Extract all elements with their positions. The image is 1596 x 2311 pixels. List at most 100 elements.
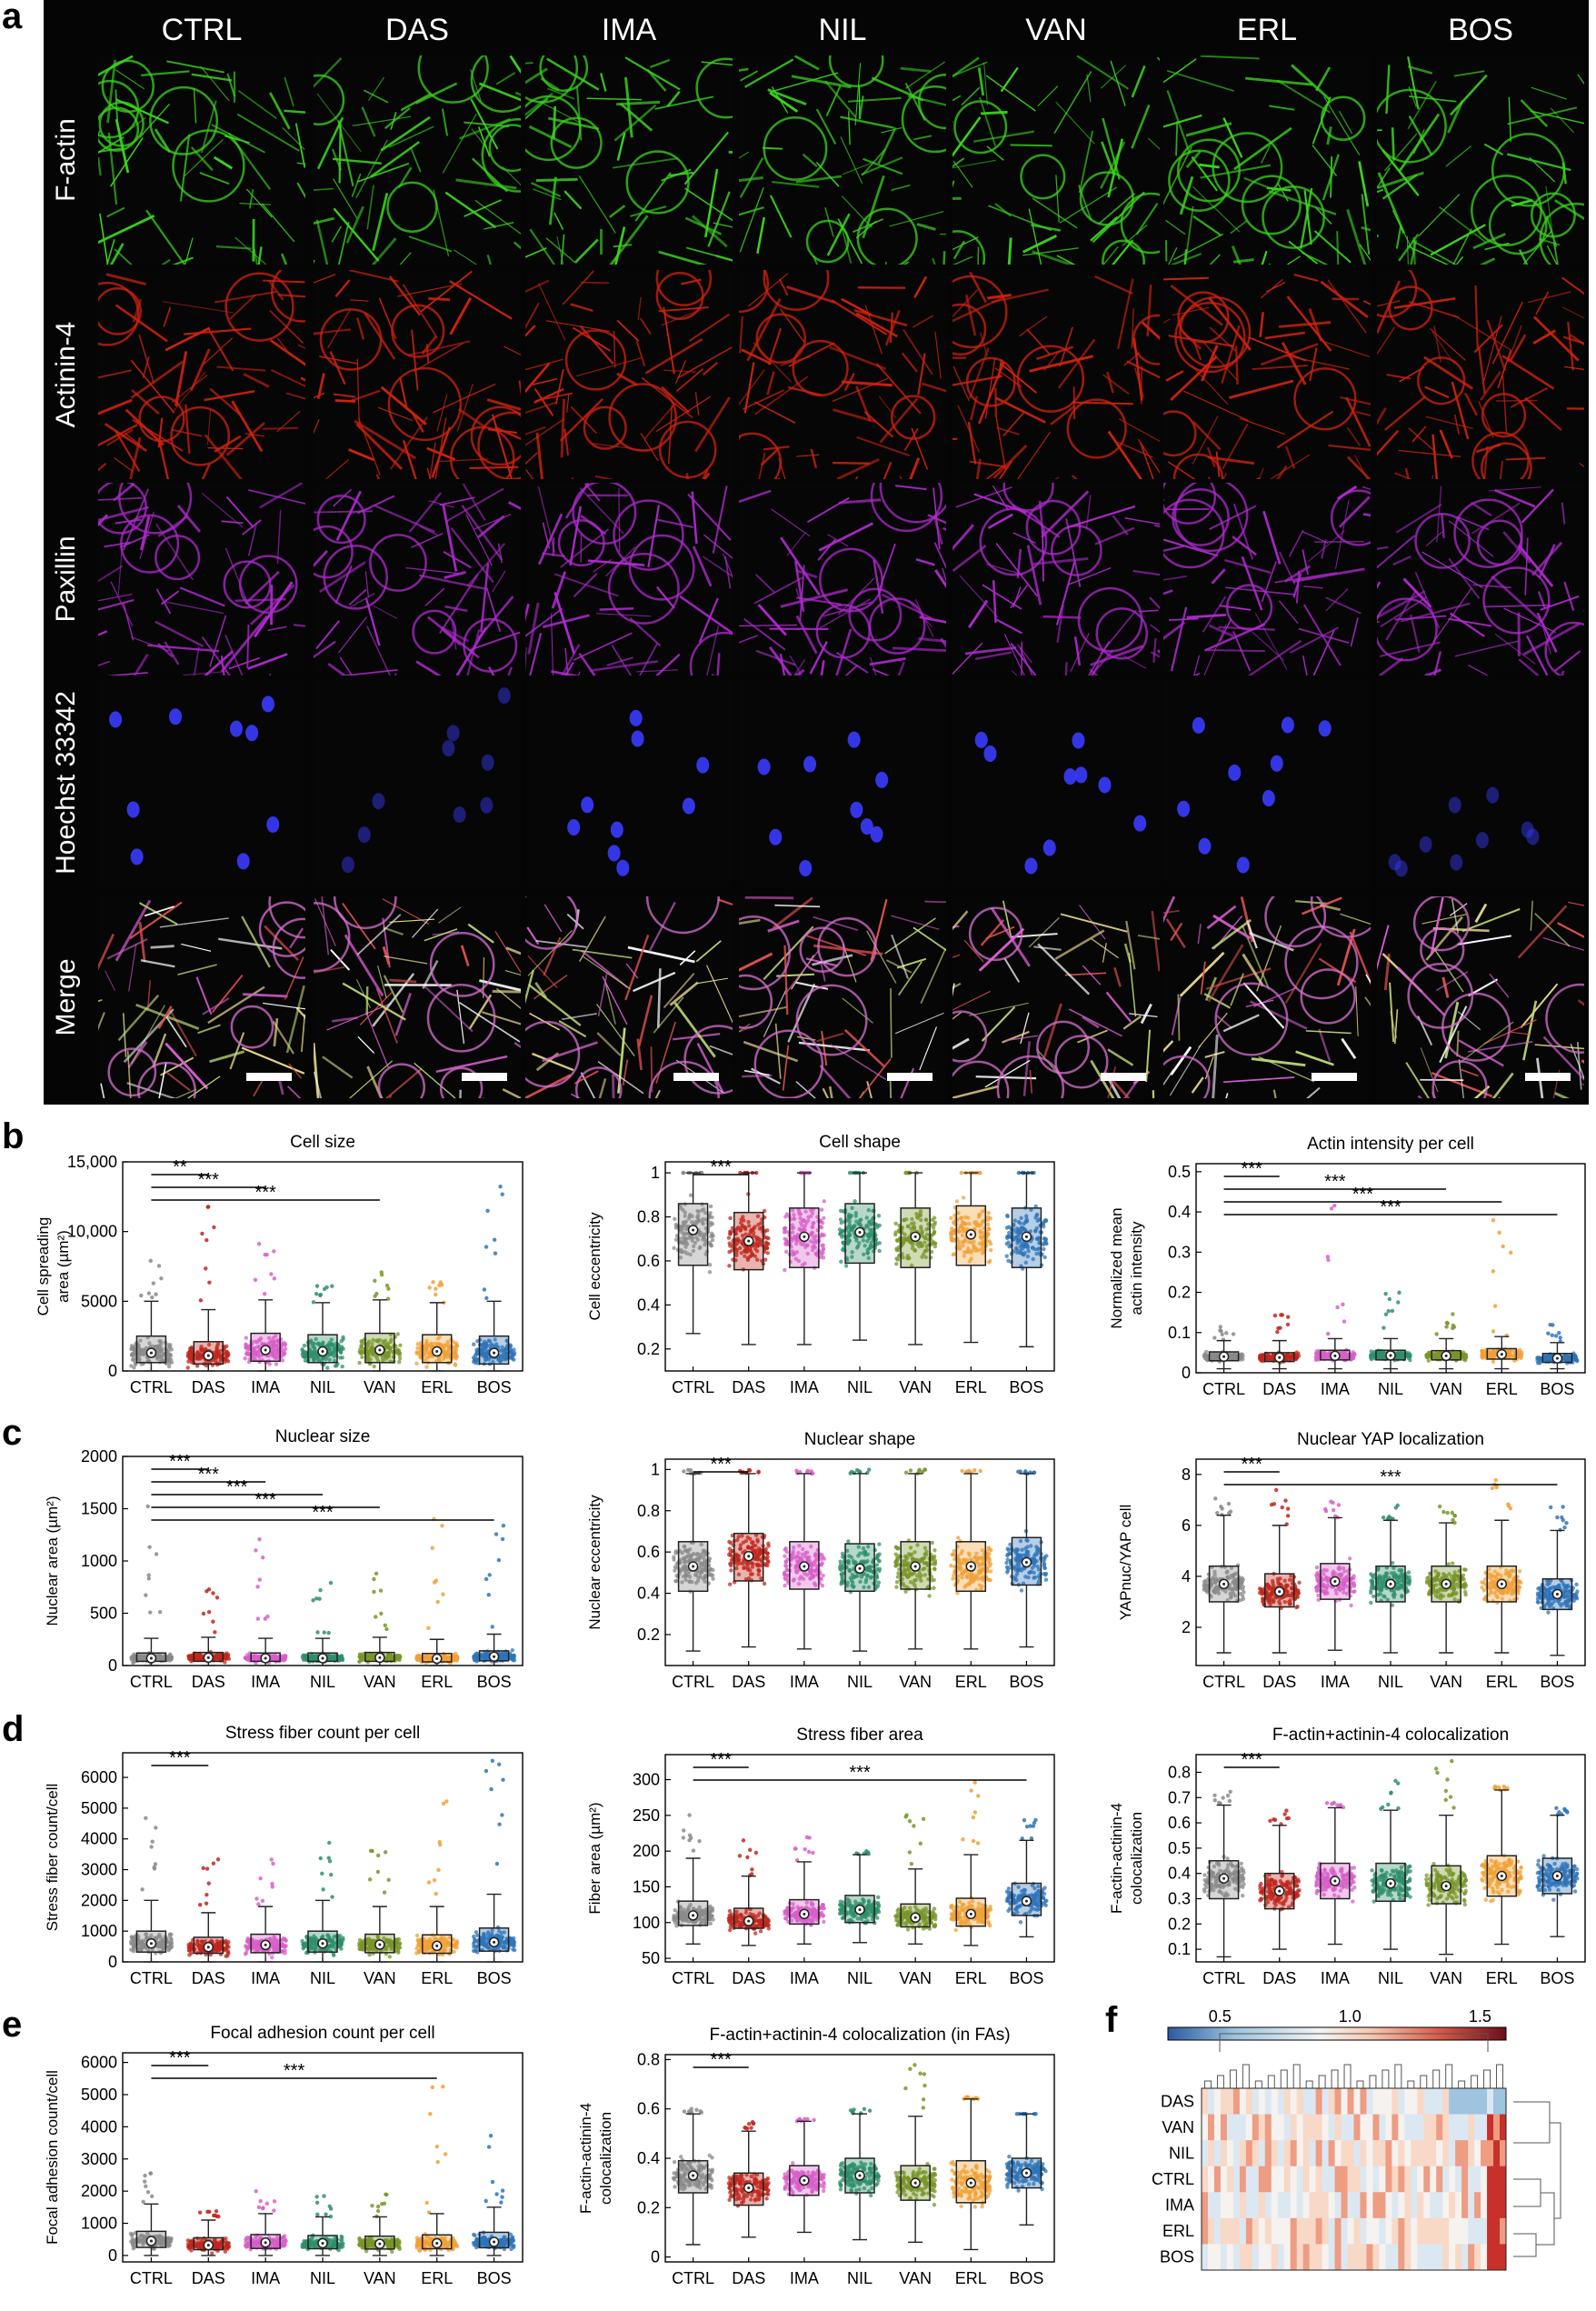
outlier-point-cell-size-van [374,1291,379,1296]
outlier-point-cell-shape-erl [978,1170,983,1176]
outlier-point-cell-size-ctrl [156,1264,162,1268]
y-axis-label-cell-size: area (µm²) [55,1230,72,1303]
median-dot-cell-size-bos [493,1351,496,1355]
data-point-cell-size-van [358,1351,363,1356]
data-point-cell-size-van [397,1356,403,1361]
outlier-point-actin-intensity-ima [1325,1331,1331,1336]
outlier-point-cell-size-nil [314,1284,320,1288]
outlier-point-actin-intensity-erl [1491,1269,1496,1274]
median-dot-actin-intensity-nil [1389,1354,1392,1357]
outlier-point-cell-size-erl [438,1280,443,1285]
data-point-actin-intensity-ima [1350,1356,1355,1361]
outlier-point-nuclear-size-bos [496,1557,502,1563]
outlier-point-cell-size-ima [272,1249,276,1254]
data-point-cell-size-das [195,1352,200,1356]
data-point-cell-shape-erl [985,1217,991,1223]
data-point-cell-size-ima [274,1351,278,1356]
outlier-point-cell-size-das [204,1266,208,1271]
data-point-cell-shape-ctrl [707,1263,713,1267]
outlier-point-nuclear-size-nil [315,1630,320,1635]
data-point-nuclear-size-das [186,1654,191,1658]
significance-label-nuclear-size: *** [169,1452,191,1472]
outlier-point-actin-intensity-ctrl [1231,1332,1236,1336]
outlier-point-nuclear-size-nil [322,1630,326,1635]
outlier-point-nuclear-size-ctrl [146,1576,151,1581]
ytick-label-actin-intensity: 0.5 [1168,1163,1191,1181]
data-point-cell-size-nil [302,1343,307,1348]
outlier-point-cell-size-van [384,1283,390,1288]
data-point-cell-size-ima [251,1349,256,1355]
scale-bar [887,1073,933,1081]
data-point-cell-size-das [195,1364,200,1368]
column-header-erl: ERL [1236,13,1298,47]
data-point-cell-size-ctrl [141,1347,145,1352]
data-point-cell-shape-ima [783,1249,789,1255]
x-tick-label-actin-intensity-erl: ERL [1486,1380,1518,1398]
outlier-point-actin-intensity-bos [1550,1333,1554,1337]
data-point-nuclear-size-ctrl [129,1657,135,1662]
data-point-cell-size-ima [243,1356,247,1361]
data-point-cell-size-ima [280,1358,285,1363]
data-point-cell-shape-ima [783,1236,787,1241]
data-point-cell-shape-erl [986,1226,991,1231]
outlier-point-nuclear-size-ctrl [144,1593,148,1597]
outlier-point-actin-intensity-nil [1390,1308,1395,1314]
data-point-cell-size-das [215,1341,221,1346]
outlier-point-cell-size-bos [484,1245,489,1249]
data-point-cell-shape-das [727,1249,732,1255]
micrograph-f-actin-ima [525,55,733,265]
micrograph-merge-ctrl [98,896,305,1098]
outlier-point-actin-intensity-das [1275,1329,1280,1335]
micrograph-f-actin-van [953,55,1160,265]
outlier-point-actin-intensity-bos [1557,1330,1561,1336]
y-axis-label-actin-intensity: actin intensity [1128,1221,1145,1315]
ytick-label-actin-intensity: 0.1 [1168,1324,1191,1342]
significance-label-nuclear-size: *** [198,1465,220,1485]
outlier-point-cell-size-bos [500,1192,504,1196]
outlier-point-nuclear-size-bos [501,1523,506,1528]
data-point-cell-size-das [213,1355,218,1360]
outlier-point-actin-intensity-erl [1491,1329,1496,1334]
x-tick-label-cell-shape-van: VAN [899,1378,932,1396]
data-point-nuclear-size-erl [452,1656,457,1660]
outlier-point-nuclear-size-ima [260,1556,265,1560]
ytick-label-nuclear-shape: 0.8 [637,1502,660,1520]
micrograph-merge-ima [525,896,733,1098]
median-dot-actin-intensity-das [1278,1356,1282,1359]
ytick-label-actin-intensity: 0 [1182,1364,1191,1382]
outlier-point-nuclear-shape-ctrl [682,1469,686,1474]
data-point-cell-size-bos [509,1356,514,1360]
outlier-point-nuclear-size-van [374,1571,379,1576]
data-point-nuclear-shape-ctrl [710,1573,715,1577]
data-point-cell-shape-van [930,1217,935,1223]
data-point-cell-size-ctrl [129,1364,134,1368]
x-tick-label-nuclear-shape-van: VAN [899,1673,932,1691]
x-tick-label-nuclear-size-ctrl: CTRL [130,1673,173,1691]
x-tick-label-cell-size-ctrl: CTRL [130,1378,173,1396]
data-point-cell-size-das [199,1354,204,1358]
outlier-point-nuclear-size-erl [440,1524,444,1528]
outlier-point-cell-size-ima [263,1252,267,1257]
outlier-point-actin-intensity-das [1280,1313,1285,1317]
data-point-actin-intensity-nil [1369,1349,1373,1354]
outlier-point-actin-intensity-ima [1342,1319,1347,1324]
data-point-nuclear-shape-ctrl [711,1576,715,1581]
data-point-cell-shape-ima [818,1219,823,1224]
ytick-label-nuclear-size: 1500 [81,1500,117,1518]
x-tick-label-nuclear-shape-ima: IMA [790,1673,819,1691]
micrograph-merge-erl [1163,896,1371,1098]
data-point-cell-shape-nil [877,1248,882,1254]
ytick-label-actin-intensity: 0.3 [1168,1243,1191,1261]
outlier-point-nuclear-size-bos [500,1536,505,1542]
outlier-point-actin-intensity-ctrl [1218,1325,1222,1329]
median-dot-actin-intensity-ctrl [1222,1355,1226,1358]
data-point-cell-shape-ima [782,1230,787,1235]
median-dot-actin-intensity-van [1444,1354,1448,1357]
micrograph-hoechst-33342-nil [739,679,946,886]
data-point-cell-size-das [224,1344,229,1348]
data-point-cell-size-ima [274,1343,279,1348]
micrograph-hoechst-33342-das [314,679,521,886]
outlier-point-cell-size-erl [434,1292,438,1297]
outlier-point-actin-intensity-bos [1558,1336,1562,1340]
data-point-cell-size-das [189,1346,194,1351]
